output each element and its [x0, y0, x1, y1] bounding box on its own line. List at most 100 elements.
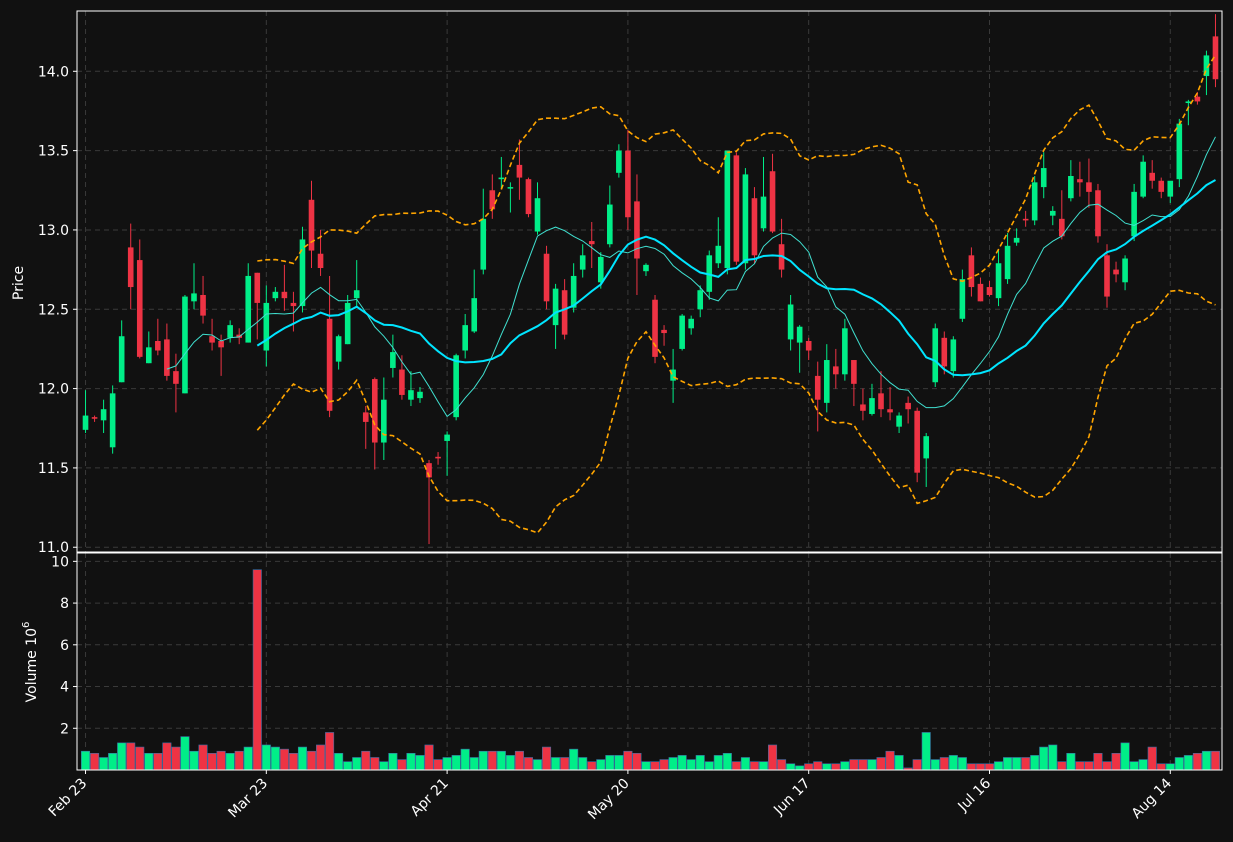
price-axis-label: Price [11, 266, 27, 300]
volume-bar [1066, 753, 1076, 771]
volume-bar [370, 757, 380, 771]
candle-body [1176, 123, 1183, 180]
candle-body [769, 171, 776, 232]
volume-bar [596, 759, 606, 771]
candle-body [145, 347, 152, 364]
volume-bar [1075, 761, 1085, 771]
candle-body [489, 190, 496, 210]
volume-bar [1174, 757, 1184, 771]
candle-body [941, 337, 948, 367]
candle-body [607, 204, 613, 245]
volume-bar [659, 759, 669, 771]
candle-body [390, 352, 396, 368]
candle-body [787, 304, 794, 340]
candle-body [715, 245, 722, 264]
volume-bar [1210, 750, 1221, 771]
candle-body [498, 177, 505, 180]
volume-bar [966, 763, 976, 771]
candle-body [1095, 190, 1101, 237]
sma-fast-line [166, 136, 1216, 418]
candle-body [679, 315, 685, 349]
volume-bar [1129, 761, 1139, 771]
volume-bar [505, 755, 515, 771]
candle-body [344, 302, 351, 345]
volume-bar [361, 750, 371, 771]
volume-bar [822, 763, 832, 771]
candle-body [1140, 161, 1146, 197]
volume-bar [587, 761, 597, 771]
candle-body [570, 275, 577, 308]
volume-bar [1156, 763, 1166, 771]
volume-bar [514, 750, 524, 771]
candle-body [1212, 36, 1219, 80]
candle-body [1167, 180, 1174, 197]
candle-body [887, 409, 893, 413]
volume-bar [469, 757, 479, 771]
candle-body [507, 187, 514, 189]
candle-body [796, 326, 803, 343]
volume-bar [397, 759, 407, 771]
volume-bar [912, 759, 922, 771]
candle-body [688, 318, 694, 329]
candle-body [218, 340, 224, 348]
candle-body [814, 375, 821, 400]
candle-body [317, 253, 324, 269]
volume-bar [858, 759, 868, 771]
candle-body [697, 290, 704, 310]
volume-bar [894, 755, 904, 771]
price-overlays [166, 54, 1217, 534]
candle-body [200, 294, 206, 316]
candle-body [579, 255, 586, 270]
volume-bar [270, 746, 280, 771]
candle-body [254, 272, 261, 303]
price-panel-frame [76, 10, 1223, 553]
volume-bar [605, 755, 615, 771]
candle-body [263, 302, 270, 351]
volume-bar [325, 732, 335, 771]
candle-body [299, 239, 306, 307]
candle-body [109, 393, 116, 448]
volume-bar [551, 757, 561, 771]
volume-bar [216, 750, 226, 771]
candle-body [118, 336, 125, 383]
volume-bar [90, 753, 100, 771]
volume-bar [189, 750, 199, 771]
volume-bar [198, 744, 208, 771]
volume-bar [388, 753, 398, 771]
candle-body [842, 328, 848, 375]
candle-body [1031, 182, 1038, 221]
candle-body [155, 340, 161, 351]
volume-bar [632, 753, 642, 771]
candle-body [245, 275, 252, 343]
candle-body [91, 417, 98, 419]
candle-body [516, 164, 523, 178]
volume-bar [442, 757, 452, 771]
candle-body [643, 264, 649, 272]
volume-bar [786, 763, 796, 771]
price-tick-label: 14.0 [38, 64, 69, 80]
candle-body [625, 150, 631, 218]
volume-bar [153, 753, 163, 771]
volume-tick-label: 6 [60, 638, 69, 654]
candle-body [1004, 245, 1011, 280]
volume-bar [614, 755, 624, 771]
volume-bar [144, 753, 154, 771]
candle-body [281, 291, 288, 299]
volume-bar [749, 761, 759, 771]
candle-body [959, 279, 966, 319]
volume-bar [1003, 757, 1013, 771]
candle-body [308, 199, 315, 251]
candle-body [733, 155, 740, 262]
candle-body [860, 404, 866, 411]
volume-bar [930, 759, 940, 771]
candle-body [381, 399, 387, 443]
volume-bar [1192, 753, 1202, 771]
volume-bar [1165, 763, 1175, 771]
candle-body [742, 174, 749, 264]
volume-tick-label: 8 [60, 596, 69, 612]
volume-bar [279, 748, 289, 771]
volume-bar [451, 755, 461, 771]
volume-bar [306, 750, 317, 771]
candle-body [1185, 101, 1192, 104]
candle-body [290, 302, 297, 307]
